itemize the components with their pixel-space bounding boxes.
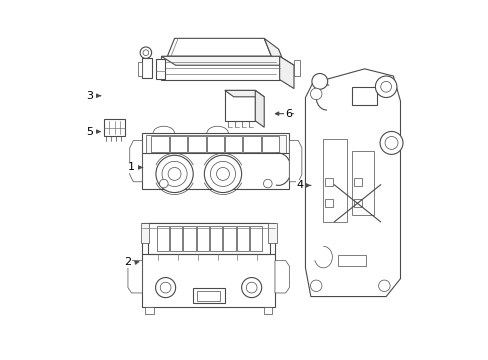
Text: 2: 2 [124, 257, 131, 267]
Bar [161, 56, 279, 80]
Bar [325, 199, 332, 207]
Polygon shape [128, 261, 142, 293]
Bar [140, 223, 149, 243]
Circle shape [159, 179, 168, 188]
Circle shape [379, 131, 402, 154]
Bar [197, 291, 220, 301]
Text: 4: 4 [296, 180, 303, 190]
Circle shape [140, 47, 151, 58]
Bar [351, 151, 373, 216]
Circle shape [168, 167, 181, 180]
Bar [142, 134, 289, 189]
Circle shape [310, 88, 321, 100]
Polygon shape [264, 39, 285, 67]
Bar [142, 58, 151, 78]
Bar [236, 226, 248, 251]
Polygon shape [129, 140, 142, 182]
Bar [104, 119, 125, 136]
Circle shape [204, 155, 241, 193]
Polygon shape [167, 39, 271, 56]
Bar [210, 226, 222, 251]
Bar [243, 136, 260, 152]
Bar [293, 60, 300, 76]
Bar [351, 87, 376, 105]
Bar [224, 136, 242, 152]
Circle shape [155, 278, 175, 298]
Bar [170, 226, 182, 251]
Circle shape [263, 179, 271, 188]
Bar [156, 59, 164, 78]
Bar [156, 226, 168, 251]
Circle shape [246, 282, 257, 293]
Polygon shape [274, 261, 289, 293]
Circle shape [378, 280, 389, 292]
Bar [224, 90, 255, 121]
Bar [138, 62, 142, 76]
Circle shape [142, 50, 148, 55]
Text: 3: 3 [86, 91, 93, 101]
Bar [223, 226, 235, 251]
Bar [145, 135, 285, 153]
Bar [262, 136, 279, 152]
Bar [267, 223, 276, 243]
Circle shape [375, 76, 396, 98]
Text: 5: 5 [86, 127, 93, 136]
Bar [183, 226, 195, 251]
Circle shape [310, 280, 321, 292]
Bar [353, 178, 361, 186]
Polygon shape [305, 69, 400, 297]
Bar [263, 307, 271, 314]
Circle shape [380, 81, 391, 92]
Bar [325, 178, 332, 186]
Bar [169, 136, 187, 152]
Bar [323, 139, 346, 222]
Circle shape [162, 161, 187, 186]
Text: 6: 6 [284, 109, 291, 119]
Polygon shape [289, 140, 301, 182]
Bar [151, 136, 168, 152]
Circle shape [311, 73, 327, 89]
Circle shape [216, 167, 229, 180]
Bar [250, 226, 262, 251]
Bar [196, 226, 208, 251]
Bar [353, 199, 361, 207]
Bar [142, 223, 274, 307]
Bar [188, 136, 205, 152]
Circle shape [156, 155, 193, 193]
Text: 1: 1 [128, 162, 135, 172]
Bar [147, 223, 269, 253]
Circle shape [210, 161, 235, 186]
Bar [337, 255, 366, 266]
Polygon shape [161, 56, 293, 65]
Polygon shape [255, 90, 264, 127]
Polygon shape [279, 56, 293, 89]
Circle shape [241, 278, 261, 298]
Bar [145, 307, 153, 314]
Bar [192, 288, 224, 303]
Circle shape [384, 136, 397, 149]
Bar [206, 136, 224, 152]
Circle shape [160, 282, 171, 293]
Polygon shape [224, 90, 264, 97]
